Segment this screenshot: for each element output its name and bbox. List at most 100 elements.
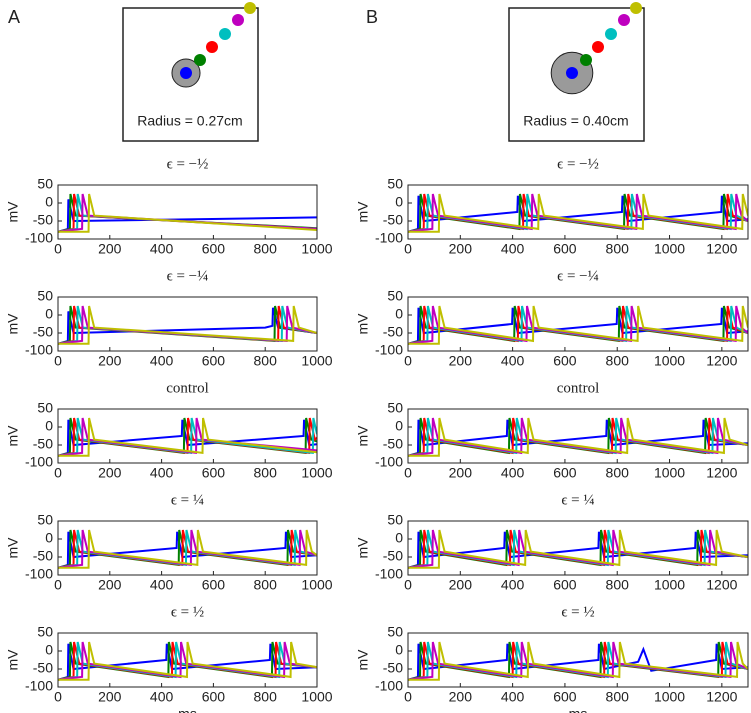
- subplot-title: ϵ = ¼: [561, 492, 594, 508]
- trace: [408, 195, 748, 233]
- plot-frame: [407, 408, 749, 464]
- plot-frame: [407, 520, 749, 576]
- dot: [630, 2, 642, 14]
- y-tick-label: 50: [37, 400, 53, 416]
- trace: [408, 641, 748, 681]
- x-tick-label: 600: [553, 353, 577, 369]
- y-tick-label: 0: [395, 306, 403, 322]
- subplot-title: ϵ = −½: [557, 156, 599, 172]
- x-tick-label: 800: [254, 241, 278, 257]
- trace: [408, 307, 748, 345]
- trace: [58, 193, 317, 233]
- y-axis-label: mV: [5, 313, 21, 335]
- y-tick-label: -100: [375, 678, 403, 694]
- y-tick-label: -100: [375, 566, 403, 582]
- trace: [58, 641, 317, 681]
- y-tick-label: -100: [25, 230, 53, 246]
- y-tick-label: -50: [33, 548, 53, 564]
- x-tick-label: 1000: [654, 241, 685, 257]
- x-tick-label: 200: [98, 353, 122, 369]
- inset-frame: [508, 7, 645, 142]
- x-tick-label: 1200: [706, 353, 737, 369]
- trace: [408, 529, 748, 569]
- x-tick-label: 0: [404, 689, 412, 705]
- y-axis-label: mV: [5, 425, 21, 447]
- inset: Radius = 0.40cm B: [366, 2, 645, 142]
- y-tick-label: -100: [375, 454, 403, 470]
- trace: [58, 529, 317, 569]
- x-tick-label: 0: [54, 353, 62, 369]
- x-tick-label: 600: [202, 353, 226, 369]
- dot: [180, 67, 192, 79]
- y-tick-label: 0: [395, 530, 403, 546]
- trace: [58, 417, 317, 457]
- x-tick-label: 0: [54, 689, 62, 705]
- plot-frame: [57, 408, 318, 464]
- y-axis-label: mV: [5, 649, 21, 671]
- y-tick-label: 50: [37, 288, 53, 304]
- y-axis-label: mV: [355, 313, 371, 335]
- dot: [618, 14, 630, 26]
- x-tick-label: 1000: [301, 689, 332, 705]
- x-tick-label: 400: [501, 353, 525, 369]
- y-tick-label: -50: [33, 324, 53, 340]
- x-tick-label: 200: [98, 577, 122, 593]
- x-tick-label: 200: [449, 689, 473, 705]
- x-tick-label: 800: [606, 689, 630, 705]
- dot: [244, 2, 256, 14]
- subplot-title: ϵ = −½: [167, 156, 209, 172]
- y-axis-label: mV: [355, 201, 371, 223]
- trace: [408, 193, 748, 233]
- x-tick-label: 1000: [654, 577, 685, 593]
- x-tick-label: 400: [150, 241, 174, 257]
- y-axis-label: mV: [5, 537, 21, 559]
- x-tick-label: 1000: [301, 241, 332, 257]
- x-tick-label: 400: [150, 689, 174, 705]
- dot: [194, 54, 206, 66]
- dot: [605, 28, 617, 40]
- x-tick-label: 0: [404, 577, 412, 593]
- x-tick-label: 200: [449, 465, 473, 481]
- subplot-title: control: [557, 380, 600, 396]
- y-tick-label: 0: [395, 642, 403, 658]
- x-tick-label: 600: [553, 689, 577, 705]
- x-tick-label: 0: [54, 241, 62, 257]
- trace: [58, 305, 317, 345]
- subplot-title: ϵ = ½: [171, 604, 204, 620]
- x-tick-label: 1200: [706, 465, 737, 481]
- plot-frame: [407, 296, 749, 352]
- y-tick-label: -100: [25, 678, 53, 694]
- y-tick-label: 0: [45, 642, 53, 658]
- plot-frame: [57, 296, 318, 352]
- plot-frame: [57, 520, 318, 576]
- trace: [58, 529, 317, 569]
- x-tick-label: 0: [404, 465, 412, 481]
- x-tick-label: 400: [150, 577, 174, 593]
- x-tick-label: 400: [501, 689, 525, 705]
- x-tick-label: 400: [501, 577, 525, 593]
- y-tick-label: 0: [395, 194, 403, 210]
- x-tick-label: 800: [606, 241, 630, 257]
- y-tick-label: -100: [375, 342, 403, 358]
- x-tick-label: 200: [98, 689, 122, 705]
- x-tick-label: 400: [150, 353, 174, 369]
- dot: [206, 41, 218, 53]
- x-axis-label: ms: [178, 706, 197, 713]
- x-tick-label: 400: [150, 465, 174, 481]
- dot: [592, 41, 604, 53]
- x-tick-label: 600: [553, 465, 577, 481]
- x-tick-label: 200: [449, 577, 473, 593]
- x-tick-label: 0: [54, 465, 62, 481]
- trace: [58, 529, 317, 569]
- x-tick-label: 1200: [706, 241, 737, 257]
- x-tick-label: 1200: [706, 577, 737, 593]
- trace: [408, 305, 748, 345]
- x-tick-label: 800: [254, 353, 278, 369]
